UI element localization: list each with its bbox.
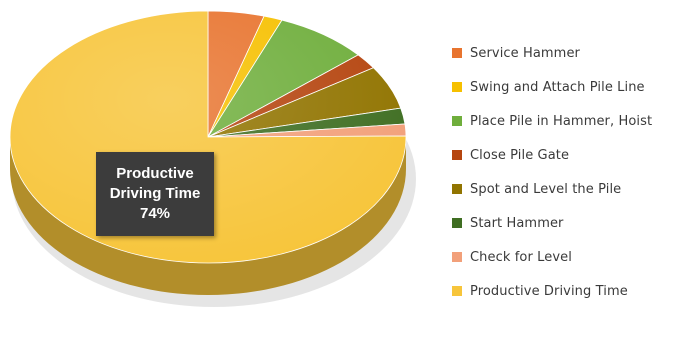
legend-label: Spot and Level the Pile xyxy=(470,181,622,197)
pie-plot-area xyxy=(9,10,416,307)
legend-swatch xyxy=(452,184,462,194)
legend-item: Close Pile Gate xyxy=(452,138,697,172)
productive-time-callout: Productive Driving Time 74% xyxy=(96,152,214,236)
legend-label: Start Hammer xyxy=(470,215,564,231)
legend-label: Close Pile Gate xyxy=(470,147,570,163)
legend-label: Place Pile in Hammer, Hoist xyxy=(470,113,653,129)
legend-swatch xyxy=(452,252,462,262)
legend-swatch xyxy=(452,286,462,296)
legend-item: Productive Driving Time xyxy=(452,274,697,308)
legend-swatch xyxy=(452,116,462,126)
legend-label: Productive Driving Time xyxy=(470,283,628,299)
legend-label: Service Hammer xyxy=(470,45,580,61)
legend-swatch xyxy=(452,48,462,58)
legend-item: Start Hammer xyxy=(452,206,697,240)
legend-item: Spot and Level the Pile xyxy=(452,172,697,206)
legend-item: Swing and Attach Pile Line xyxy=(452,70,697,104)
legend-swatch xyxy=(452,82,462,92)
legend-swatch xyxy=(452,218,462,228)
callout-line-2: Driving Time xyxy=(109,185,201,202)
callout-line-3: 74% xyxy=(139,205,171,222)
legend-item: Place Pile in Hammer, Hoist xyxy=(452,104,697,138)
callout-line-1: Productive xyxy=(116,165,194,182)
legend-label: Swing and Attach Pile Line xyxy=(470,79,645,95)
chart-legend: Service Hammer Swing and Attach Pile Line… xyxy=(452,36,697,308)
legend-item: Check for Level xyxy=(452,240,697,274)
legend-label: Check for Level xyxy=(470,249,572,265)
legend-swatch xyxy=(452,150,462,160)
legend-item: Service Hammer xyxy=(452,36,697,70)
